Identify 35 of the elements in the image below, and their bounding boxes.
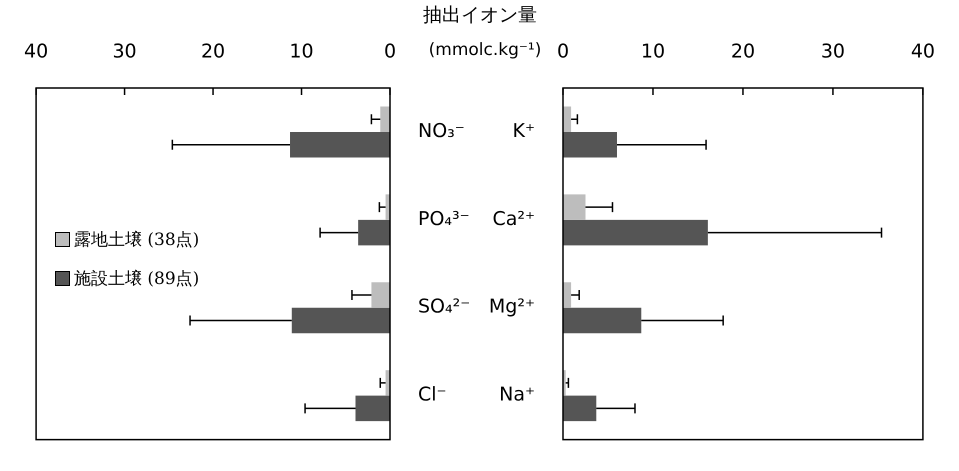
bar <box>358 220 390 246</box>
x-tick-label: 0 <box>384 40 396 63</box>
x-axis-title: (mmolc.kg⁻¹) <box>428 40 542 60</box>
bar <box>292 308 390 334</box>
bar <box>355 396 390 422</box>
legend-label: 施設土壌 (89点) <box>74 268 200 290</box>
x-tick-label: 20 <box>730 40 756 63</box>
bar <box>386 194 390 220</box>
bar <box>563 308 642 334</box>
x-tick-label: 10 <box>640 40 666 63</box>
x-tick-label: 10 <box>289 40 314 63</box>
y-tick-label: K⁺ <box>512 120 535 142</box>
bar <box>563 396 596 422</box>
x-tick-label: 40 <box>24 40 48 63</box>
bar <box>563 194 586 220</box>
x-tick-label: 30 <box>112 40 137 63</box>
y-tick-label: Mg²⁺ <box>488 296 535 318</box>
y-tick-label: PO₄³⁻ <box>418 208 470 230</box>
y-tick-label: Na⁺ <box>499 384 535 406</box>
bar <box>563 132 617 158</box>
x-tick-label: 30 <box>820 40 846 63</box>
x-tick-label: 0 <box>556 40 570 63</box>
y-tick-label: SO₄²⁻ <box>418 296 470 318</box>
bar <box>290 132 390 158</box>
bar <box>386 370 390 396</box>
text: 抽出イオン量 <box>422 3 538 28</box>
legend-label: 露地土壌 (38点) <box>74 229 200 251</box>
x-tick-label: 20 <box>200 40 226 63</box>
bar <box>371 282 390 308</box>
bar <box>563 220 708 246</box>
y-tick-label: Cl⁻ <box>418 384 447 406</box>
y-tick-label: Ca²⁺ <box>492 208 535 230</box>
y-tick-label: NO₃⁻ <box>418 120 465 142</box>
x-tick-label: 40 <box>910 40 936 63</box>
bar <box>380 106 390 132</box>
